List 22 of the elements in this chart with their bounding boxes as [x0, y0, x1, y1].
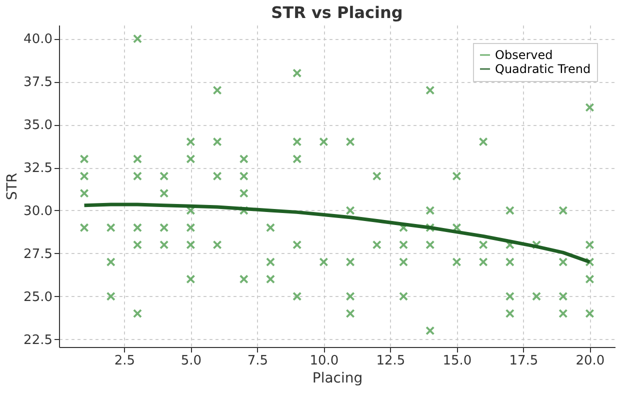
legend-label: Quadratic Trend [495, 62, 591, 76]
chart-title: STR vs Placing [271, 3, 403, 22]
x-tick-label: 20.0 [576, 354, 605, 368]
x-axis-title: Placing [312, 370, 363, 386]
x-tick-label: 15.0 [442, 354, 472, 368]
x-tick-label: 2.5 [114, 354, 136, 368]
x-tick-label: 7.5 [247, 354, 268, 368]
y-tick-label: 22.5 [24, 332, 52, 348]
x-tick-label: 17.5 [509, 354, 538, 368]
line-series [82, 202, 592, 264]
y-tick-label: 32.5 [24, 161, 52, 176]
y-tick-label: 40.0 [24, 32, 52, 48]
y-tick-label: 27.5 [24, 246, 52, 262]
legend-label: Observed [495, 48, 553, 62]
x-tick-label: 10.0 [310, 354, 339, 368]
x-tick-label: 5.0 [180, 354, 202, 368]
y-tick-label: 37.5 [24, 75, 52, 90]
x-tick-label: 12.5 [376, 354, 406, 368]
y-tick-label: 25.0 [24, 290, 52, 305]
y-tick-label: 35.0 [24, 118, 52, 134]
y-tick-label: 30.0 [24, 204, 52, 219]
y-axis-title: STR [4, 172, 21, 200]
